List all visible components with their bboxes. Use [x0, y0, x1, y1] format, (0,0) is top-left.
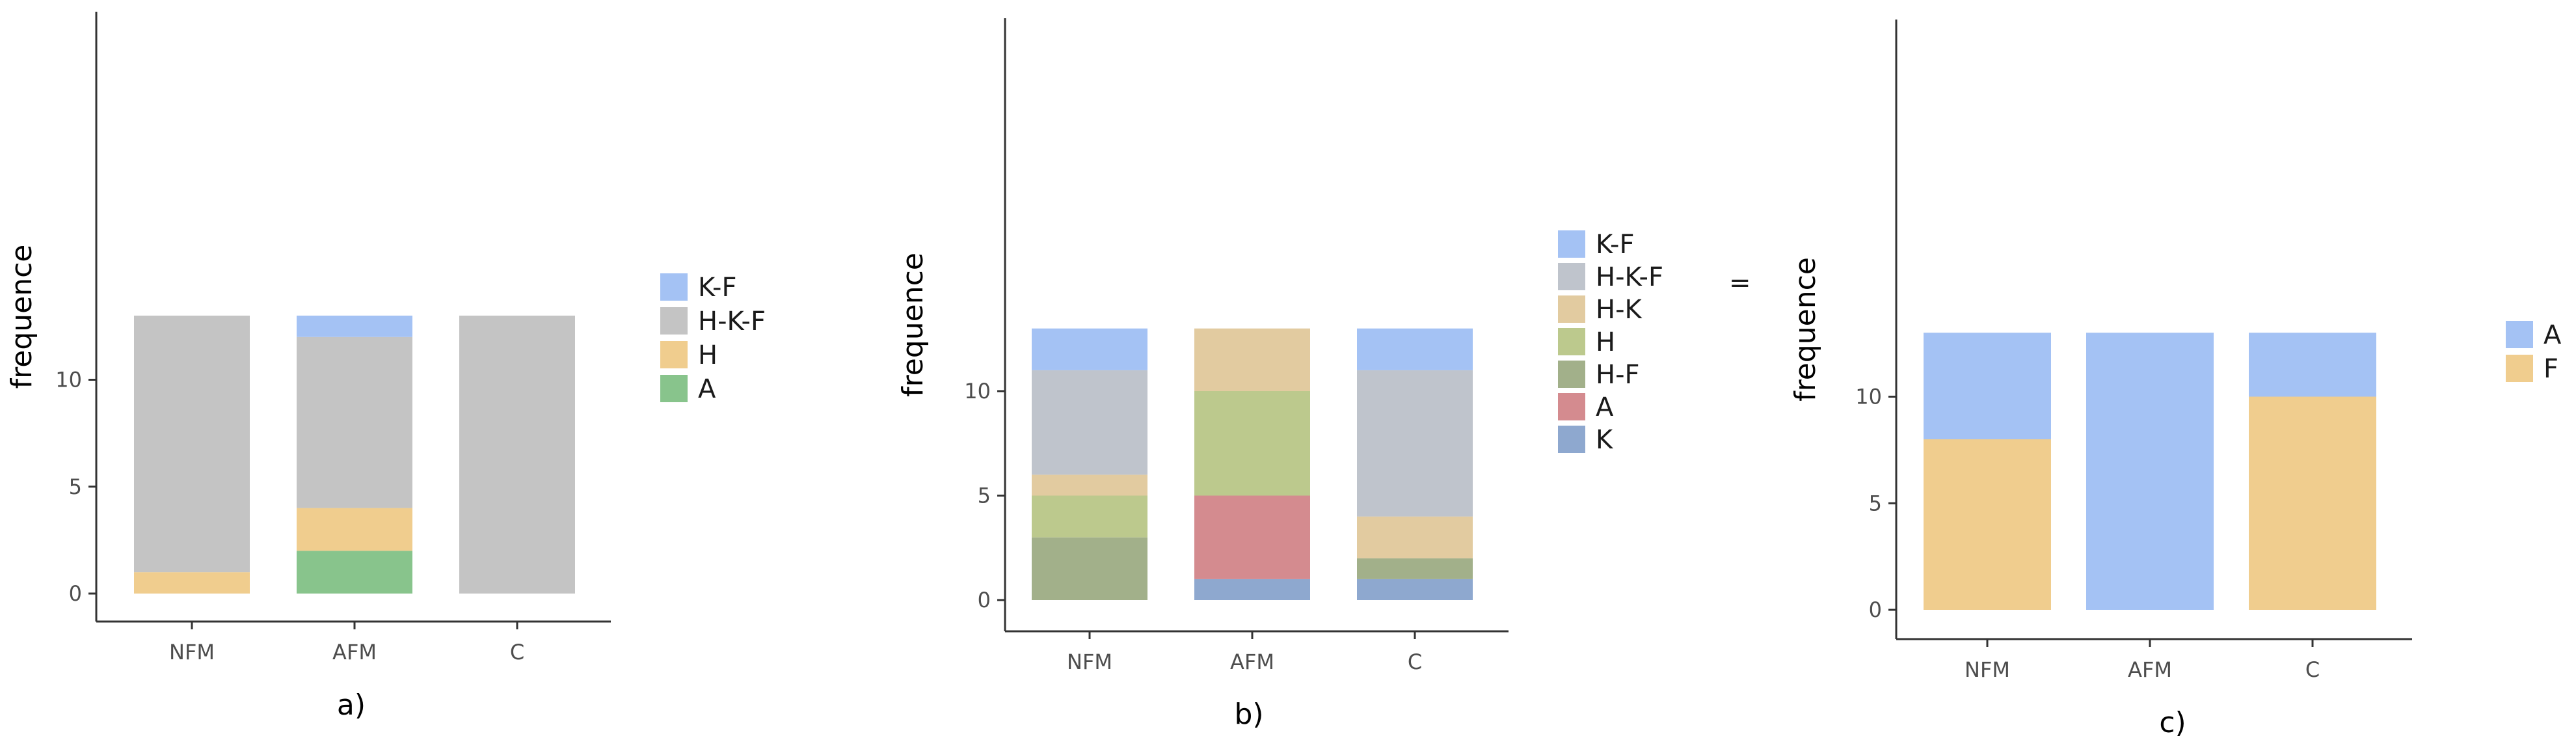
bar-afm-k-f: [297, 315, 412, 337]
bar-c-f: [2249, 396, 2376, 610]
legend-swatch-a: [1558, 393, 1585, 420]
bar-afm-h: [297, 508, 412, 551]
x-tick-label-nfm: NFM: [1965, 657, 2010, 682]
legend-swatch-h-k: [1558, 295, 1585, 323]
stray-equals-mark: =: [1729, 268, 1751, 298]
legend-label-h: H: [698, 340, 718, 370]
legend-swatch-a: [660, 375, 688, 402]
panel-caption: b): [1234, 698, 1263, 731]
x-tick-label-nfm: NFM: [169, 640, 215, 664]
bar-nfm-h-k-f: [134, 315, 250, 573]
legend-label-k: K: [1596, 425, 1614, 455]
bar-afm-a: [297, 551, 412, 594]
legend-label-a: A: [698, 374, 716, 404]
bar-nfm-a: [1924, 333, 2051, 439]
legend-label-a: A: [1596, 392, 1614, 422]
y-tick-label-0: 0: [978, 588, 991, 612]
y-tick-label-5: 5: [1869, 491, 1882, 515]
bar-c-k-f: [1357, 328, 1473, 370]
legend-label-h-k-f: H-K-F: [698, 307, 766, 336]
y-tick-label-0: 0: [69, 581, 82, 606]
panel-caption: a): [337, 689, 366, 722]
x-tick-label-c: C: [510, 640, 524, 664]
bar-nfm-h-k: [1032, 474, 1147, 496]
y-tick-label-5: 5: [978, 484, 991, 508]
legend-swatch-h-k-f: [660, 307, 688, 335]
bar-nfm-h-k-f: [1032, 370, 1147, 475]
x-tick-label-c: C: [2305, 657, 2320, 682]
bar-afm-k: [1194, 579, 1310, 600]
bar-nfm-h-f: [1032, 537, 1147, 600]
y-axis-title: frequence: [896, 253, 930, 397]
panel-caption: c): [2159, 706, 2186, 739]
bar-c-h-k: [1357, 516, 1473, 558]
bar-afm-a: [2086, 333, 2214, 610]
y-tick-label-10: 10: [964, 379, 991, 404]
y-axis-title: frequence: [1789, 257, 1822, 402]
y-tick-label-10: 10: [1855, 385, 1882, 409]
legend-swatch-a: [2506, 321, 2533, 348]
bar-nfm-f: [1924, 439, 2051, 610]
y-tick-label-5: 5: [69, 474, 82, 499]
legend-swatch-k-f: [660, 273, 688, 301]
bar-c-a: [2249, 333, 2376, 397]
legend-swatch-k-f: [1558, 230, 1585, 258]
y-tick-label-0: 0: [1869, 597, 1882, 622]
legend-label-h-k: H-K: [1596, 295, 1643, 325]
bar-c-h-k-f: [1357, 370, 1473, 517]
legend-swatch-f: [2506, 355, 2533, 382]
y-tick-label-10: 10: [55, 368, 82, 392]
y-axis-title: frequence: [5, 245, 38, 389]
bar-c-h-k-f: [459, 315, 575, 594]
bar-afm-h: [1194, 391, 1310, 496]
x-tick-label-c: C: [1408, 650, 1422, 674]
bar-c-h-f: [1357, 558, 1473, 579]
bar-afm-a: [1194, 495, 1310, 579]
x-tick-label-afm: AFM: [2128, 657, 2172, 682]
legend-swatch-k: [1558, 426, 1585, 453]
x-tick-label-afm: AFM: [332, 640, 377, 664]
legend-swatch-h-f: [1558, 361, 1585, 388]
bar-nfm-k-f: [1032, 328, 1147, 370]
legend-label-h-f: H-F: [1596, 360, 1640, 390]
bar-afm-h-k: [1194, 328, 1310, 391]
bar-nfm-h: [1032, 495, 1147, 538]
legend-label-k-f: K-F: [698, 273, 736, 303]
x-tick-label-afm: AFM: [1230, 650, 1274, 674]
legend-label-f: F: [2543, 354, 2558, 384]
bar-afm-h-k-f: [297, 336, 412, 508]
x-tick-label-nfm: NFM: [1067, 650, 1112, 674]
legend-swatch-h-k-f: [1558, 263, 1585, 290]
legend-label-k-f: K-F: [1596, 230, 1634, 260]
legend-label-a: A: [2543, 320, 2562, 350]
legend-label-h: H: [1596, 327, 1615, 357]
bar-nfm-h: [134, 572, 250, 594]
legend-swatch-h: [1558, 328, 1585, 355]
bar-c-k: [1357, 579, 1473, 600]
legend-swatch-h: [660, 341, 688, 368]
legend-label-h-k-f: H-K-F: [1596, 262, 1663, 292]
